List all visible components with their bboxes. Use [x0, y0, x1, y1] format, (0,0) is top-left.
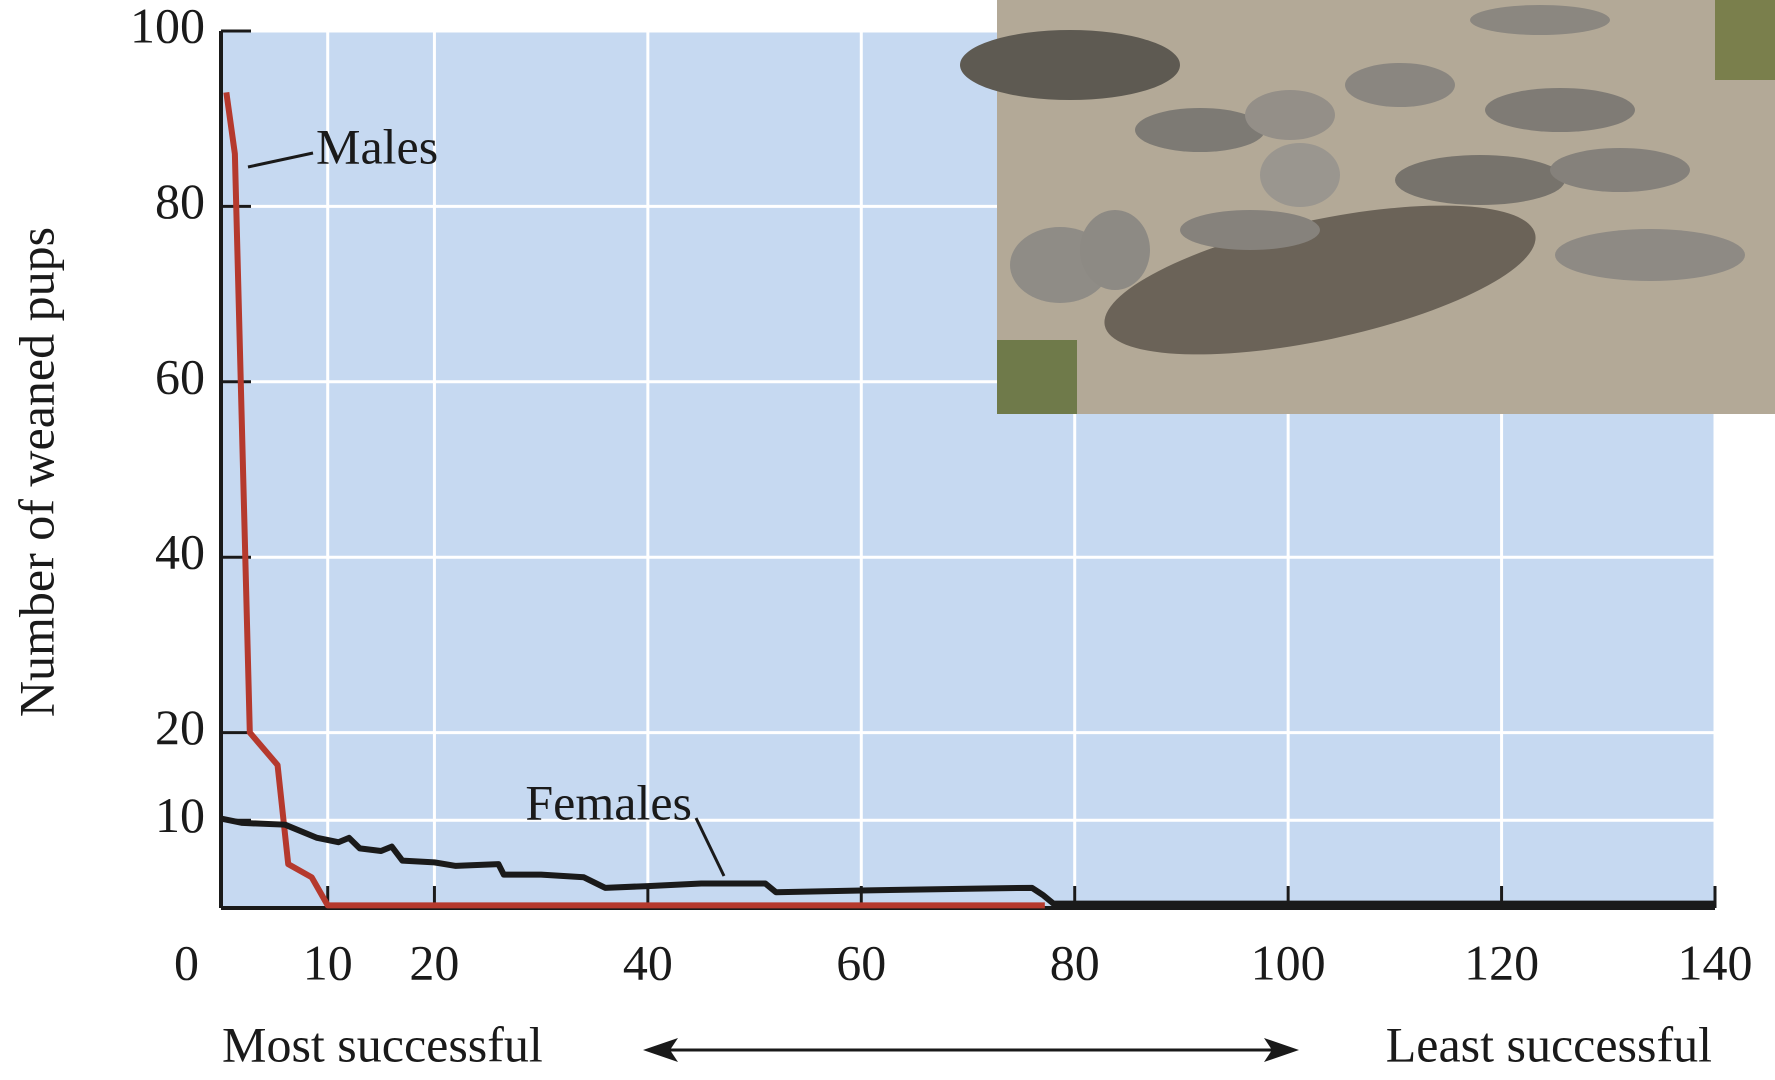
y-tick-label: 20 — [155, 699, 205, 755]
x-tick-label: 0 — [174, 934, 199, 990]
y-tick-label: 80 — [155, 173, 205, 229]
x-tick-label: 40 — [623, 934, 673, 990]
y-tick-label: 10 — [155, 787, 205, 843]
legend-label: Females — [525, 774, 692, 830]
page: Number of weaned pups Most successful Le… — [0, 0, 1775, 1080]
x-tick-label: 10 — [303, 934, 353, 990]
y-tick-label: 40 — [155, 524, 205, 580]
x-tick-label: 100 — [1251, 934, 1326, 990]
y-tick-label: 60 — [155, 348, 205, 404]
x-tick-label: 140 — [1678, 934, 1753, 990]
photo — [960, 0, 1775, 414]
annotation: Most successful — [222, 1016, 543, 1072]
chart: Number of weaned pups Most successful Le… — [0, 0, 1775, 1080]
annotation: Least successful — [1386, 1016, 1712, 1072]
arrow — [643, 1038, 1299, 1062]
legend-label: Males — [316, 118, 438, 174]
y-tick-label: 100 — [130, 0, 205, 53]
y-axis-label: Number of weaned pups — [8, 227, 64, 717]
x-tick-label: 60 — [836, 934, 886, 990]
x-tick-label: 20 — [409, 934, 459, 990]
x-tick-label: 120 — [1464, 934, 1539, 990]
x-tick-label: 80 — [1050, 934, 1100, 990]
